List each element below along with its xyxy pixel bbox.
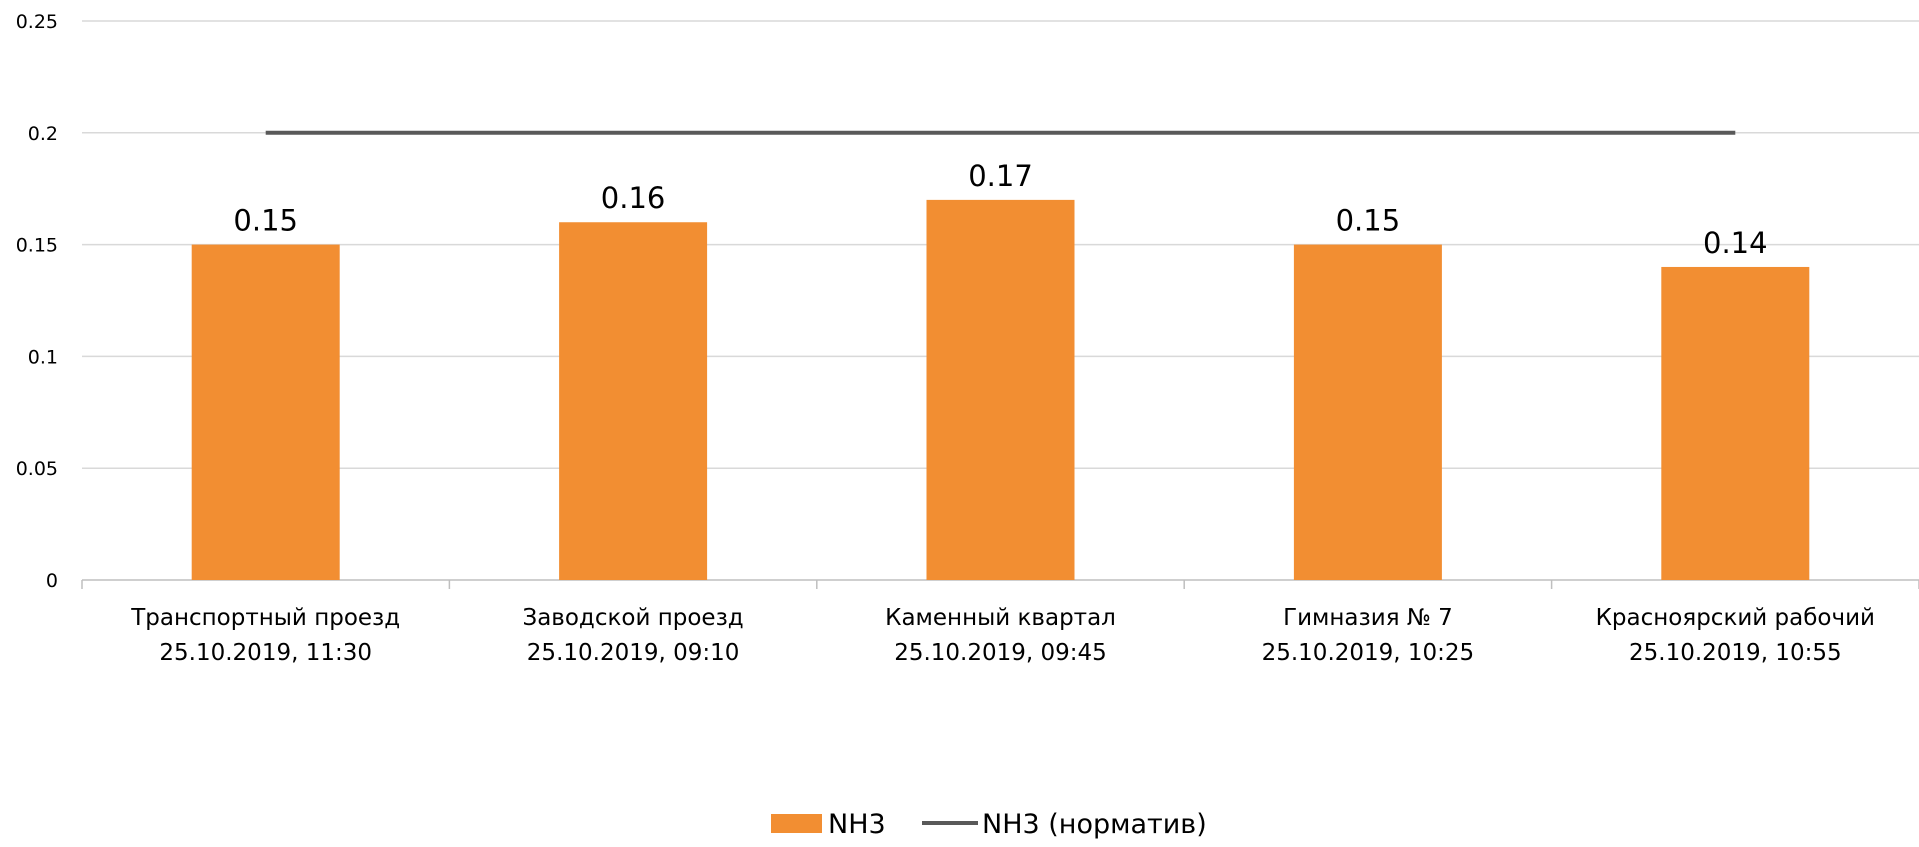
x-category-label: 25.10.2019, 10:25 xyxy=(1262,640,1475,666)
data-label: 0.16 xyxy=(601,181,666,215)
x-category-label: Каменный квартал xyxy=(885,605,1116,631)
data-labels: 0.15 0.16 0.17 0.15 0.14 xyxy=(233,159,1767,260)
data-label: 0.14 xyxy=(1703,226,1768,260)
y-tick-label: 0.25 xyxy=(16,11,58,33)
y-axis-ticks: 0 0.05 0.1 0.15 0.2 0.25 xyxy=(16,11,58,592)
bar xyxy=(559,222,708,581)
legend: NH3 NH3 (норматив) xyxy=(771,809,1207,840)
y-tick-label: 0.2 xyxy=(28,123,58,145)
legend-swatch-bar xyxy=(771,814,822,833)
y-tick-label: 0.05 xyxy=(16,458,58,480)
x-axis-categories: Транспортный проезд 25.10.2019, 11:30 Заво… xyxy=(130,605,1875,666)
y-tick-label: 0.15 xyxy=(16,235,58,257)
x-axis xyxy=(81,579,1919,589)
bar-series xyxy=(191,199,1810,581)
bar xyxy=(191,244,340,580)
x-category-label: 25.10.2019, 09:45 xyxy=(894,640,1107,666)
x-category-label: Транспортный проезд xyxy=(130,605,400,631)
bar xyxy=(926,199,1075,580)
y-tick-label: 0 xyxy=(46,570,58,592)
y-tick-label: 0.1 xyxy=(28,346,58,368)
legend-label-bar: NH3 xyxy=(828,809,886,840)
x-category-label: 25.10.2019, 10:55 xyxy=(1629,640,1842,666)
data-label: 0.15 xyxy=(233,204,298,238)
bar xyxy=(1293,244,1442,580)
x-category-label: Гимназия № 7 xyxy=(1283,605,1453,631)
bar xyxy=(1661,266,1810,580)
x-category-label: Красноярский рабочий xyxy=(1596,605,1875,631)
legend-item-bar: NH3 xyxy=(771,809,886,840)
legend-label-line: NH3 (норматив) xyxy=(982,809,1207,840)
x-category-label: Заводской проезд xyxy=(522,605,743,631)
data-label: 0.15 xyxy=(1336,204,1401,238)
data-label: 0.17 xyxy=(968,159,1033,193)
x-category-label: 25.10.2019, 11:30 xyxy=(159,640,372,666)
x-category-label: 25.10.2019, 09:10 xyxy=(527,640,740,666)
legend-item-line: NH3 (норматив) xyxy=(922,809,1207,840)
